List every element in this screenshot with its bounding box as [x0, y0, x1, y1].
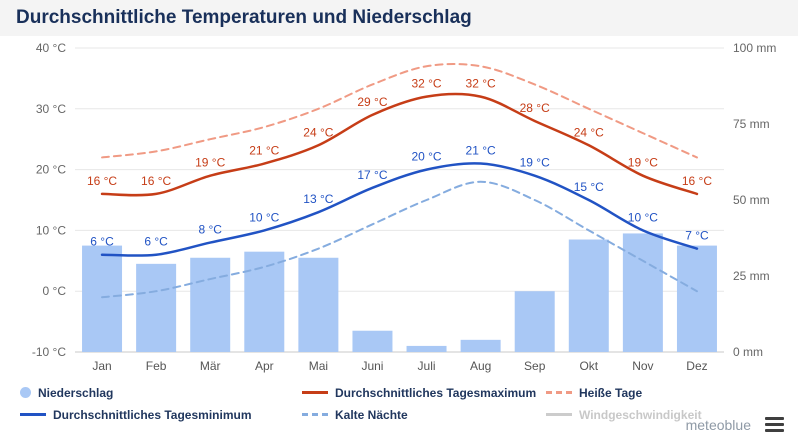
tmin-labels: 6 °C 6 °C 8 °C 10 °C 13 °C 17 °C 20 °C 21 °C 19 … [90, 144, 709, 249]
wind-speed-line-icon [546, 413, 572, 416]
svg-text:10 °C: 10 °C [36, 223, 66, 237]
precipitation-bar [352, 330, 393, 352]
month-label: Juli [418, 359, 436, 373]
meteoblue-logo: meteoblue [685, 416, 751, 433]
precipitation-bar [136, 263, 177, 352]
hamburger-menu-icon[interactable] [763, 415, 786, 434]
legend-item-kalte-naechte[interactable]: Kalte Nächte [302, 404, 546, 425]
month-label: Apr [255, 359, 274, 373]
point-label: 15 °C [574, 180, 604, 194]
precipitation-bar [82, 245, 123, 352]
point-label: 32 °C [411, 77, 441, 91]
point-label: 13 °C [303, 192, 333, 206]
cold-nights-dashed-line-icon [302, 413, 328, 416]
precipitation-bar [460, 339, 501, 352]
precipitation-bar [190, 257, 231, 352]
svg-text:0 °C: 0 °C [43, 284, 67, 298]
legend-item-heisse-tage[interactable]: Heiße Tage [546, 382, 798, 403]
month-label: Feb [146, 359, 167, 373]
legend-label: Windgeschwindigkeit [579, 407, 702, 422]
month-label: Sep [524, 359, 546, 373]
precipitation-bar [244, 251, 285, 352]
point-label: 20 °C [411, 150, 441, 164]
gridlines [75, 47, 724, 353]
precipitation-bar [622, 233, 663, 352]
precipitation-bar [568, 239, 609, 352]
point-label: 10 °C [249, 210, 279, 224]
legend-item-windgeschwindigkeit[interactable]: Windgeschwindigkeit [546, 404, 798, 425]
point-label: 29 °C [357, 95, 387, 109]
point-label: 19 °C [628, 156, 658, 170]
svg-text:0 mm: 0 mm [733, 345, 763, 359]
point-label: 17 °C [357, 168, 387, 182]
precipitation-bar [514, 291, 555, 352]
svg-text:30 °C: 30 °C [36, 102, 66, 116]
precipitation-bar [298, 257, 339, 352]
legend-item-tagesminimum[interactable]: Durchschnittliches Tagesminimum [20, 404, 302, 425]
month-label: Jan [92, 359, 111, 373]
hot-days-line [101, 62, 698, 159]
point-label: 28 °C [520, 101, 550, 115]
month-label: Mai [309, 359, 328, 373]
point-label: 21 °C [466, 144, 496, 158]
tmax-labels: 16 °C 16 °C 19 °C 21 °C 24 °C 29 °C 32 °C 32 °C… [87, 77, 712, 188]
legend-label: Durchschnittliches Tagesmaximum [335, 385, 537, 400]
legend-item-niederschlag[interactable]: Niederschlag [20, 382, 302, 403]
svg-text:100 mm: 100 mm [733, 41, 776, 55]
point-label: 21 °C [249, 144, 279, 158]
svg-text:25 mm: 25 mm [733, 269, 770, 283]
precipitation-bar [676, 245, 717, 352]
svg-text:40 °C: 40 °C [36, 41, 66, 55]
point-label: 32 °C [466, 77, 496, 91]
legend-label: Heiße Tage [579, 385, 643, 400]
climate-chart: 40 °C 30 °C 20 °C 10 °C 0 °C -10 °C 100 mm 75 m… [32, 41, 777, 373]
legend-label: Niederschlag [38, 385, 114, 400]
precipitation-bar [406, 345, 447, 352]
svg-text:20 °C: 20 °C [36, 163, 66, 177]
month-label: Juni [361, 359, 383, 373]
point-label: 8 °C [198, 223, 222, 237]
cold-nights-line [101, 180, 698, 299]
y-axis-left: 40 °C 30 °C 20 °C 10 °C 0 °C -10 °C [32, 41, 66, 359]
point-label: 24 °C [574, 125, 604, 139]
chart-header: Durchschnittliche Temperaturen und Niede… [0, 0, 798, 36]
y-axis-right: 100 mm 75 mm 50 mm 25 mm 0 mm [733, 41, 776, 359]
month-label: Nov [632, 359, 653, 373]
point-label: 16 °C [682, 174, 712, 188]
point-label: 7 °C [685, 229, 709, 243]
page-title: Durchschnittliche Temperaturen und Niede… [16, 7, 472, 28]
point-label: 16 °C [141, 174, 171, 188]
month-label: Dez [686, 359, 707, 373]
precipitation-dot-icon [20, 387, 31, 398]
svg-text:75 mm: 75 mm [733, 117, 770, 131]
svg-text:-10 °C: -10 °C [32, 345, 66, 359]
point-label: 6 °C [90, 235, 114, 249]
point-label: 10 °C [628, 210, 658, 224]
point-label: 16 °C [87, 174, 117, 188]
month-label: Okt [579, 359, 598, 373]
footer-brand: meteoblue [686, 415, 786, 434]
hot-days-dashed-line-icon [546, 391, 572, 394]
month-label: Mär [200, 359, 221, 373]
svg-text:50 mm: 50 mm [733, 193, 770, 207]
point-label: 19 °C [195, 156, 225, 170]
tmin-line-icon [20, 413, 46, 416]
tmax-line [100, 92, 699, 197]
precipitation-series [82, 233, 717, 352]
legend-label: Kalte Nächte [335, 407, 408, 422]
tmax-line-icon [302, 391, 328, 394]
point-label: 19 °C [520, 156, 550, 170]
point-label: 6 °C [144, 235, 168, 249]
legend-label: Durchschnittliches Tagesminimum [53, 407, 252, 422]
month-label: Aug [470, 359, 491, 373]
chart-legend: Niederschlag Durchschnittliches Tagesmax… [0, 376, 798, 425]
point-label: 24 °C [303, 125, 333, 139]
legend-item-tagesmaximum[interactable]: Durchschnittliches Tagesmaximum [302, 382, 546, 403]
tmin-line [100, 162, 699, 257]
x-axis: Jan Feb Mär Apr Mai Juni Juli Aug Sep Okt Nov Dez [92, 359, 707, 373]
